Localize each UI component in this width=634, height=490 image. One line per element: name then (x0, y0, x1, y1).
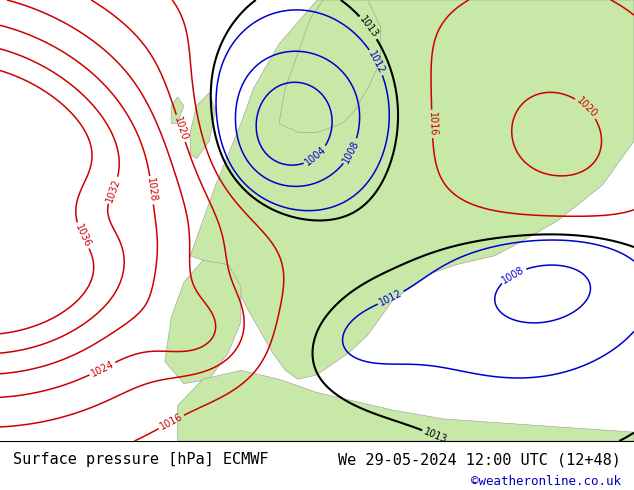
Text: 1008: 1008 (500, 264, 526, 285)
Text: 1013: 1013 (358, 15, 380, 40)
Polygon shape (279, 0, 380, 132)
Text: 1032: 1032 (104, 177, 122, 203)
Text: 1008: 1008 (341, 138, 361, 165)
Text: 1016: 1016 (158, 412, 184, 432)
Text: 1004: 1004 (304, 145, 328, 168)
Text: 1036: 1036 (73, 222, 93, 249)
Text: 1024: 1024 (89, 359, 115, 379)
Text: ©weatheronline.co.uk: ©weatheronline.co.uk (471, 475, 621, 488)
Polygon shape (165, 260, 241, 384)
Polygon shape (178, 370, 634, 441)
Polygon shape (190, 93, 216, 159)
Text: Surface pressure [hPa] ECMWF: Surface pressure [hPa] ECMWF (13, 452, 268, 467)
Text: 1028: 1028 (145, 177, 158, 203)
Text: 1012: 1012 (366, 49, 387, 75)
Text: 1020: 1020 (172, 115, 190, 142)
Text: We 29-05-2024 12:00 UTC (12+48): We 29-05-2024 12:00 UTC (12+48) (339, 452, 621, 467)
Text: 1013: 1013 (422, 426, 449, 445)
Text: 1020: 1020 (574, 96, 598, 120)
Polygon shape (190, 0, 634, 379)
Polygon shape (171, 97, 184, 123)
Text: 1016: 1016 (427, 111, 437, 136)
Text: 1012: 1012 (378, 288, 404, 308)
